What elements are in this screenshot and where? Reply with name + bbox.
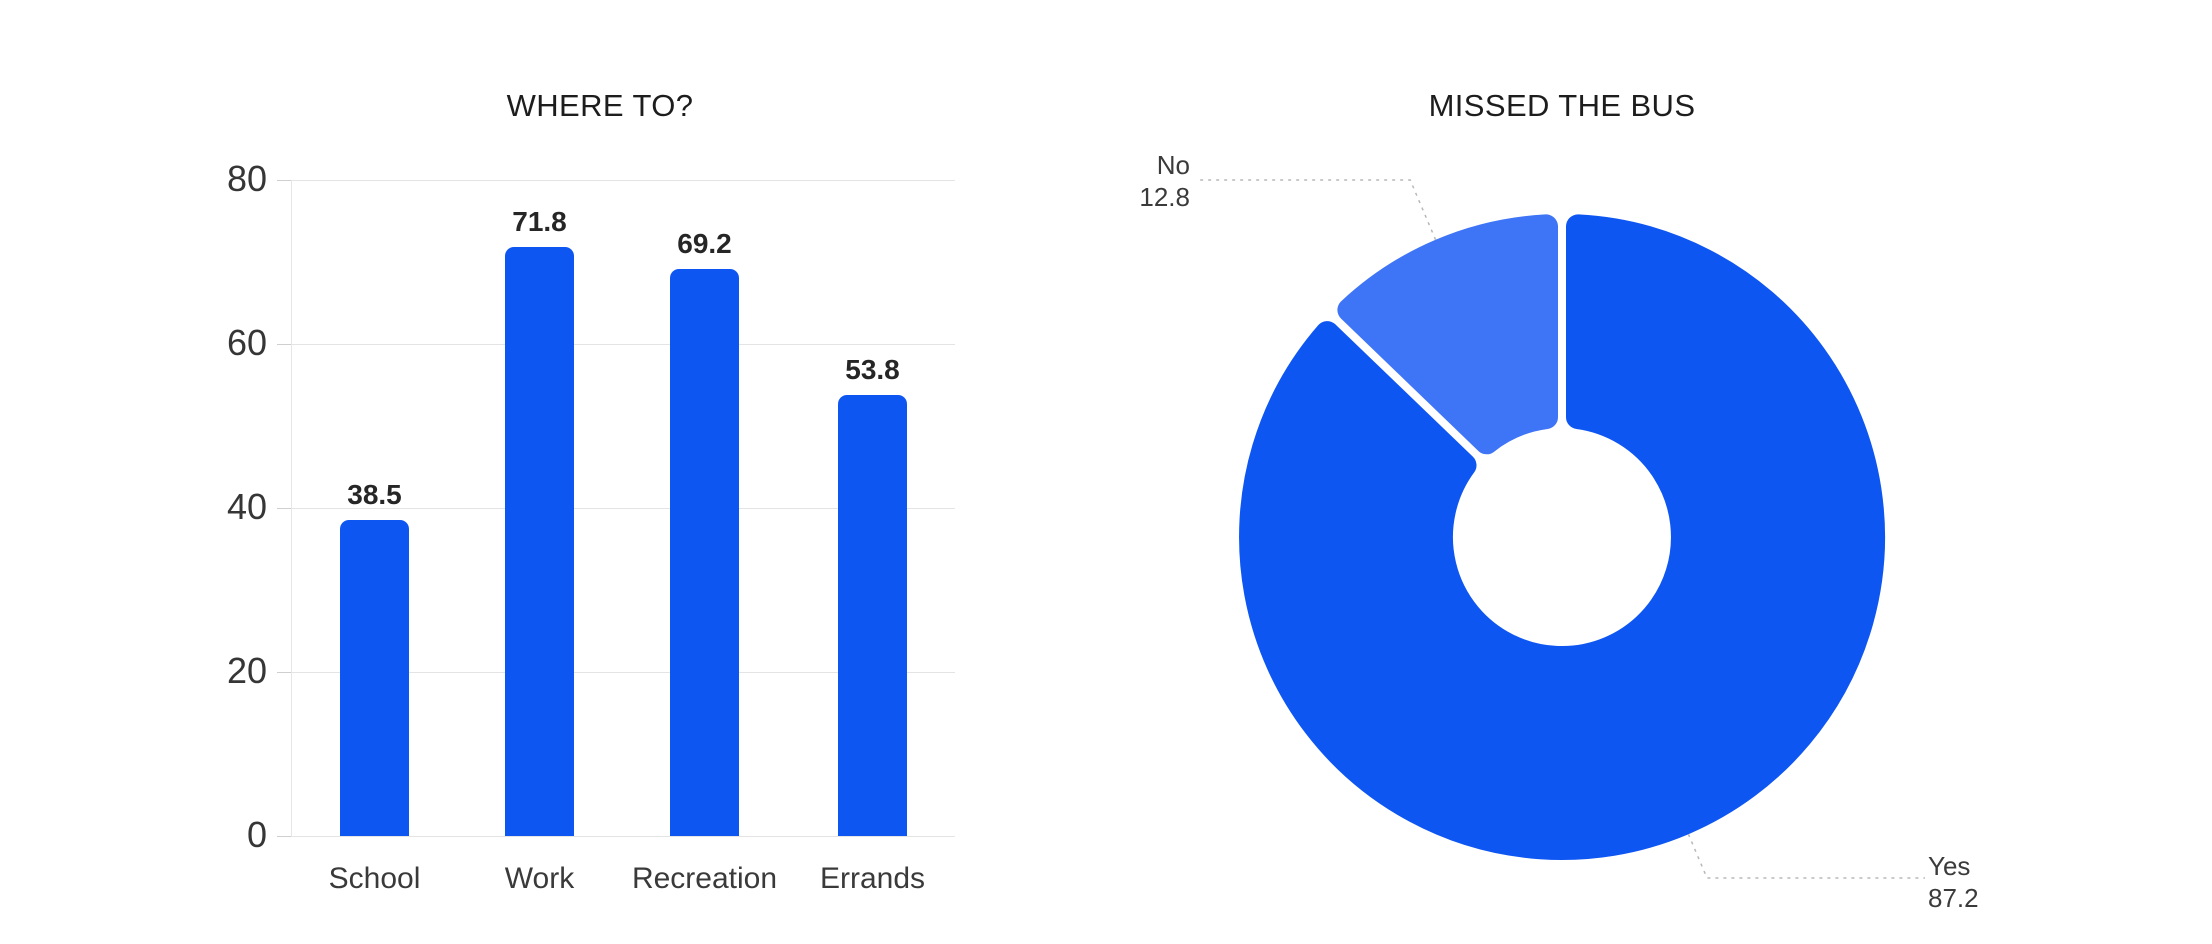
donut-callout-no-label: No [1156, 150, 1190, 180]
donut-callout-yes-value: 87.2 [1928, 883, 1979, 913]
gridline [291, 836, 955, 837]
donut-callout-no: No 12.8 [1139, 149, 1190, 213]
bar-value-label: 69.2 [677, 227, 732, 259]
x-category-label: Recreation [631, 862, 778, 895]
axis-tick [277, 508, 291, 509]
y-tick-label: 40 [226, 486, 267, 528]
leader-line-yes [1687, 833, 1925, 879]
bar-errands[interactable] [838, 394, 907, 836]
donut-callout-yes-label: Yes [1928, 851, 1971, 881]
bar-work[interactable] [505, 247, 574, 836]
x-category-label: Work [504, 862, 575, 895]
y-tick-label: 60 [226, 322, 267, 364]
y-tick-label: 20 [226, 650, 267, 692]
x-category-label: Errands [819, 862, 926, 895]
axis-tick [277, 344, 291, 345]
y-tick-label: 0 [246, 814, 267, 856]
donut-slice-yes[interactable] [1239, 214, 1886, 860]
donut-chart-title: MISSED THE BUS [1428, 87, 1696, 123]
donut-callout-no-value: 12.8 [1139, 182, 1190, 212]
bar-value-label: 53.8 [845, 353, 900, 385]
bar-chart-title: WHERE TO? [506, 87, 694, 123]
bar-school[interactable] [340, 520, 409, 836]
gridline [291, 344, 955, 345]
donut-callout-yes: Yes 87.2 [1928, 850, 1979, 914]
donut-slice-no[interactable] [1337, 214, 1558, 455]
axis-tick [277, 836, 291, 837]
gridline [291, 508, 955, 509]
gridline [291, 672, 955, 673]
axis-tick [277, 180, 291, 181]
axis-tick [277, 672, 291, 673]
gridline [291, 180, 955, 181]
bar-recreation[interactable] [670, 268, 739, 836]
x-category-label: School [328, 862, 421, 895]
bar-value-label: 71.8 [512, 206, 567, 238]
bar-value-label: 38.5 [347, 479, 402, 511]
y-tick-label: 80 [226, 158, 267, 200]
leader-line-no [1198, 179, 1437, 241]
